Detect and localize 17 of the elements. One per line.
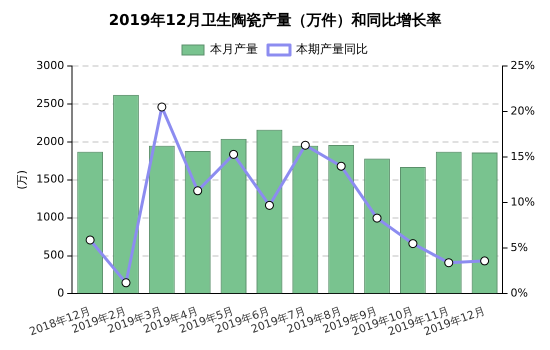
legend-label: 本期产量同比: [296, 42, 368, 56]
legend-label: 本月产量: [210, 42, 258, 56]
chart-title: 2019年12月卫生陶瓷产量（万件）和同比增长率: [108, 10, 442, 29]
y-axis-title: (万): [15, 170, 28, 190]
y2-tick-label: 5%: [510, 241, 528, 254]
y-tick-label: 2000: [36, 134, 64, 148]
y2-tick-label: 10%: [510, 195, 536, 208]
y-tick-label: 3000: [36, 58, 64, 72]
y-tick-label: 1000: [36, 210, 64, 224]
y2-tick-label: 15%: [510, 150, 536, 163]
y2-tick-label: 20%: [510, 104, 536, 118]
y-tick-label: 1500: [36, 172, 64, 186]
y2-tick-label: 25%: [510, 58, 536, 72]
y-tick-label: 500: [43, 248, 64, 262]
y-tick-label: 2500: [36, 96, 64, 110]
y-tick-label: 0: [57, 286, 64, 300]
y2-tick-label: 0%: [510, 286, 528, 300]
